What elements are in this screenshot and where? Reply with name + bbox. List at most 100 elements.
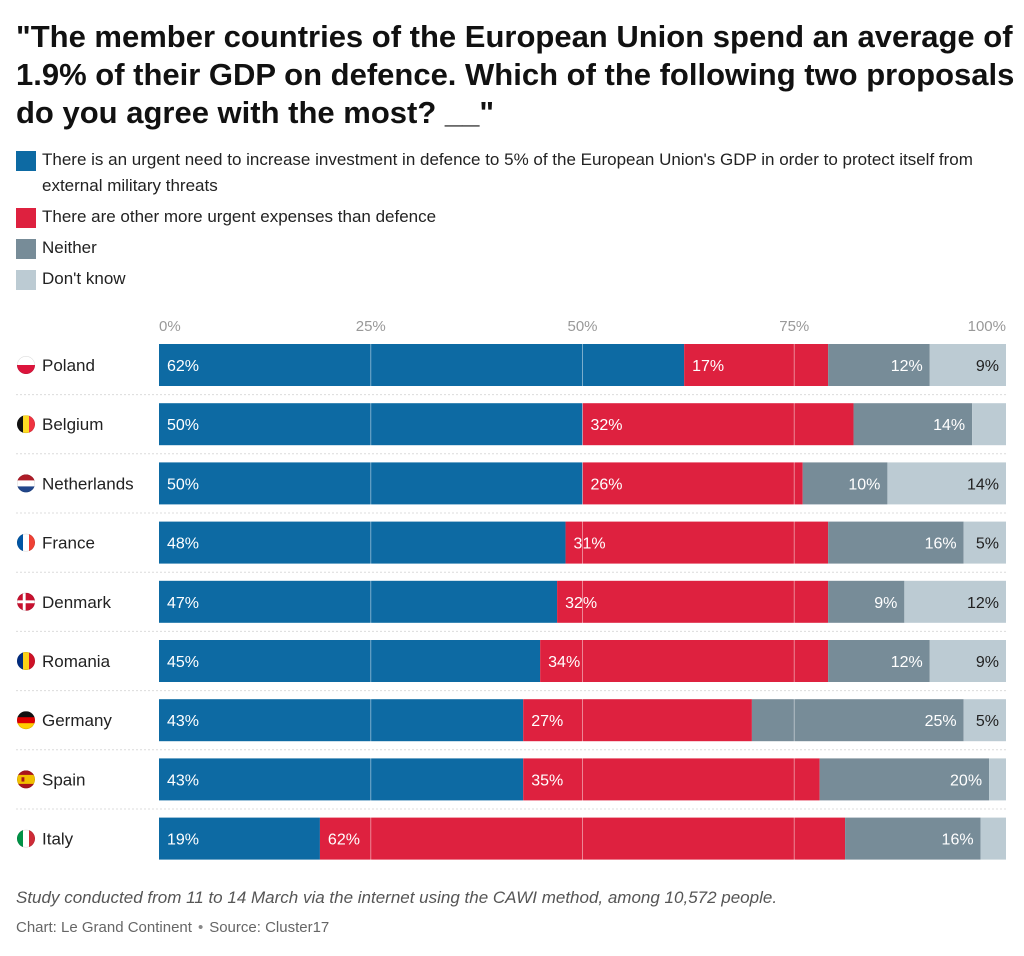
data-label: 10% bbox=[848, 476, 880, 493]
legend-swatch-increase-defence bbox=[16, 151, 36, 171]
flag-stripe bbox=[17, 365, 35, 374]
bar-segment bbox=[319, 817, 846, 860]
data-label: 9% bbox=[976, 358, 999, 375]
bar-segment bbox=[159, 640, 541, 682]
axis-tick-label: 100% bbox=[968, 318, 1006, 335]
data-label: 35% bbox=[531, 772, 563, 789]
data-label: 43% bbox=[167, 772, 199, 789]
legend-swatch-dont-know bbox=[16, 270, 36, 290]
flag-outline bbox=[17, 533, 35, 552]
bar-segment bbox=[540, 640, 829, 682]
flag-emblem bbox=[21, 777, 25, 782]
axis-tick-label: 0% bbox=[159, 318, 181, 335]
flag-stripe bbox=[29, 652, 35, 670]
bar-segment bbox=[159, 758, 524, 801]
flag-stripe bbox=[29, 533, 35, 552]
bar-segment bbox=[159, 580, 558, 623]
bar-segment bbox=[684, 344, 829, 386]
legend-label-increase-defence: There is an urgent need to increase inve… bbox=[42, 150, 973, 195]
flag-stripe bbox=[17, 480, 35, 487]
denmark-flag-icon bbox=[17, 592, 35, 611]
chart-credit: Chart: Le Grand Continent • Source: Cluste… bbox=[16, 919, 329, 936]
netherlands-flag-icon bbox=[17, 474, 35, 493]
category-label-france: France bbox=[42, 534, 95, 553]
methodology-note: Study conducted from 11 to 14 March via … bbox=[16, 888, 778, 907]
bar-segment bbox=[751, 699, 964, 742]
flag-outline bbox=[17, 356, 35, 374]
category-label-italy: Italy bbox=[42, 830, 74, 849]
france-flag-icon bbox=[17, 533, 35, 552]
flag-stripe bbox=[17, 723, 35, 730]
data-label: 19% bbox=[167, 832, 199, 849]
data-label: 14% bbox=[967, 476, 999, 493]
legend-label-other-expenses: There are other more urgent expenses tha… bbox=[42, 207, 437, 226]
bar-segment bbox=[929, 344, 1006, 386]
bar-segment bbox=[963, 521, 1006, 564]
bar-segment bbox=[972, 403, 1006, 446]
data-label: 62% bbox=[167, 358, 199, 375]
legend-item-other-expenses: There are other more urgent expenses tha… bbox=[16, 204, 1006, 230]
axis-tick-label: 50% bbox=[567, 318, 597, 335]
poland-flag-icon bbox=[17, 356, 35, 374]
bar-segment bbox=[582, 462, 803, 505]
data-label: 62% bbox=[328, 832, 360, 849]
bar-segment bbox=[819, 758, 990, 801]
bar-segment bbox=[845, 817, 981, 860]
bar-segment bbox=[980, 817, 1006, 860]
bar-segment bbox=[853, 403, 973, 446]
bar-segment bbox=[929, 640, 1006, 682]
flag-stripe bbox=[17, 774, 35, 785]
category-label-netherlands: Netherlands bbox=[42, 474, 134, 493]
source-label: Source: Cluster17 bbox=[209, 919, 330, 936]
legend-swatch-other-expenses bbox=[16, 208, 36, 228]
germany-flag-icon bbox=[17, 711, 35, 730]
bar-segment bbox=[828, 580, 905, 623]
data-label: 5% bbox=[976, 713, 999, 730]
data-label: 16% bbox=[942, 832, 974, 849]
data-label: 14% bbox=[933, 417, 965, 434]
bar-segment bbox=[828, 344, 930, 386]
flag-stripe bbox=[17, 770, 35, 776]
data-label: 32% bbox=[591, 417, 623, 434]
category-label-denmark: Denmark bbox=[42, 593, 111, 612]
bar-segment bbox=[159, 699, 524, 742]
data-label: 12% bbox=[891, 654, 923, 671]
data-label: 25% bbox=[925, 713, 957, 730]
legend-item-increase-defence: There is an urgent need to increase inve… bbox=[16, 147, 1006, 199]
category-label-romania: Romania bbox=[42, 652, 111, 671]
bar-segment bbox=[159, 403, 583, 446]
flag-outline bbox=[17, 592, 35, 611]
data-label: 31% bbox=[574, 536, 606, 553]
flag-outline bbox=[17, 829, 35, 848]
credit-separator: • bbox=[197, 919, 204, 936]
category-label-poland: Poland bbox=[42, 356, 95, 375]
data-label: 48% bbox=[167, 536, 199, 553]
bar-segment bbox=[989, 758, 1006, 801]
flag-outline bbox=[17, 415, 35, 434]
data-label: 5% bbox=[976, 536, 999, 553]
flag-stripe bbox=[17, 711, 35, 718]
axis-tick-label: 25% bbox=[356, 318, 386, 335]
data-label: 20% bbox=[950, 772, 982, 789]
flag-stripe bbox=[23, 533, 30, 552]
data-label: 50% bbox=[167, 417, 199, 434]
bar-segment bbox=[159, 344, 685, 386]
flag-stripe bbox=[17, 783, 35, 789]
flag-stripe bbox=[23, 829, 30, 848]
flag-cross bbox=[17, 600, 35, 604]
romania-flag-icon bbox=[17, 652, 35, 670]
data-label: 50% bbox=[167, 476, 199, 493]
italy-flag-icon bbox=[17, 829, 35, 848]
flag-outline bbox=[17, 711, 35, 730]
data-label: 12% bbox=[891, 358, 923, 375]
flag-stripe bbox=[17, 415, 24, 434]
bar-segment bbox=[828, 521, 964, 564]
legend-item-dont-know: Don't know bbox=[16, 266, 1006, 292]
bar-segment bbox=[159, 462, 583, 505]
axis-tick-label: 75% bbox=[779, 318, 809, 335]
data-label: 12% bbox=[967, 595, 999, 612]
data-label: 34% bbox=[548, 654, 580, 671]
data-label: 27% bbox=[531, 713, 563, 730]
data-label: 45% bbox=[167, 654, 199, 671]
